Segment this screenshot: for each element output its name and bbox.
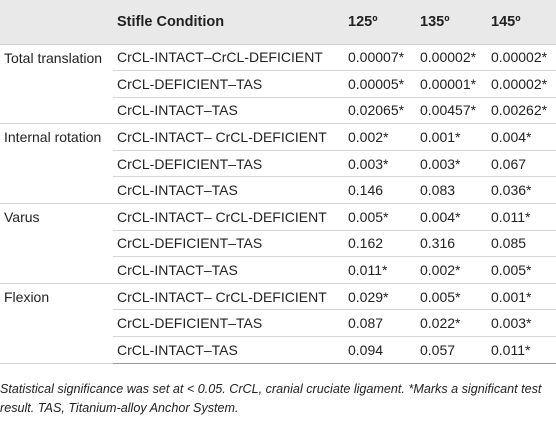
table-row: CrCL-INTACT–TAS 0.02065* 0.00457* 0.0026…	[0, 97, 556, 125]
table-header-row: Stifle Condition 125º 135º 145º	[0, 0, 556, 45]
row-parameter	[0, 336, 113, 364]
row-value-125: 0.003*	[344, 150, 416, 178]
row-value-135: 0.057	[416, 336, 487, 364]
row-value-125: 0.146	[344, 176, 416, 205]
row-condition: CrCL-INTACT–TAS	[113, 97, 344, 125]
row-condition: CrCL-DEFICIENT–TAS	[113, 70, 344, 98]
row-value-145: 0.067	[487, 150, 556, 178]
row-value-125: 0.002*	[344, 123, 416, 151]
row-value-135: 0.004*	[416, 203, 487, 231]
row-value-125: 0.00005*	[344, 70, 416, 98]
row-value-145: 0.00002*	[487, 44, 556, 72]
header-125: 125º	[344, 0, 416, 45]
row-value-135: 0.316	[416, 230, 487, 258]
table-row: CrCL-INTACT–TAS 0.146 0.083 0.036*	[0, 176, 556, 205]
row-parameter: Internal rotation	[4, 129, 102, 146]
row-value-135: 0.00001*	[416, 70, 487, 98]
statistics-table: Stifle Condition 125º 135º 145º Total tr…	[0, 0, 556, 364]
row-parameter	[0, 150, 113, 177]
row-condition: CrCL-INTACT–TAS	[113, 336, 344, 364]
row-value-145: 0.011*	[487, 203, 556, 231]
row-condition: CrCL-DEFICIENT–TAS	[113, 150, 344, 178]
row-value-145: 0.00262*	[487, 97, 556, 125]
row-condition: CrCL-INTACT–TAS	[113, 256, 344, 284]
row-parameter	[0, 230, 113, 257]
row-condition: CrCL-INTACT–CrCL-DEFICIENT	[113, 44, 344, 72]
row-value-145: 0.011*	[487, 336, 556, 364]
header-145: 145º	[487, 0, 556, 45]
header-parameter	[0, 0, 113, 45]
row-value-125: 0.02065*	[344, 97, 416, 125]
header-stifle-condition: Stifle Condition	[113, 0, 344, 45]
row-parameter	[0, 71, 113, 98]
table-row: CrCL-DEFICIENT–TAS 0.162 0.316 0.085	[0, 230, 556, 258]
row-value-135: 0.002*	[416, 256, 487, 284]
row-value-135: 0.022*	[416, 309, 487, 338]
row-value-135: 0.00002*	[416, 44, 487, 72]
row-value-125: 0.005*	[344, 203, 416, 231]
table-row: Flexion CrCL-INTACT– CrCL-DEFICIENT 0.02…	[0, 283, 556, 311]
row-parameter: Total translation	[4, 49, 103, 66]
table-row: CrCL-INTACT–TAS 0.094 0.057 0.011*	[0, 336, 556, 364]
row-value-135: 0.00457*	[416, 97, 487, 125]
row-value-145: 0.00002*	[487, 70, 556, 98]
row-condition: CrCL-DEFICIENT–TAS	[113, 309, 344, 338]
row-parameter	[0, 310, 113, 337]
row-parameter	[0, 97, 113, 125]
row-value-145: 0.004*	[487, 123, 556, 151]
row-value-145: 0.085	[487, 230, 556, 258]
row-condition: CrCL-INTACT– CrCL-DEFICIENT	[113, 283, 344, 311]
table-footnote: Statistical significance was set at < 0.…	[0, 382, 542, 415]
row-value-125: 0.029*	[344, 283, 416, 311]
row-value-145: 0.001*	[487, 283, 556, 311]
table-row: CrCL-INTACT–TAS 0.011* 0.002* 0.005*	[0, 256, 556, 284]
table-row: Internal rotation CrCL-INTACT– CrCL-DEFI…	[0, 123, 556, 151]
table-row: CrCL-DEFICIENT–TAS 0.003* 0.003* 0.067	[0, 150, 556, 178]
row-value-125: 0.162	[344, 230, 416, 258]
table-row: Total translation CrCL-INTACT–CrCL-DEFIC…	[0, 44, 556, 72]
row-condition: CrCL-INTACT– CrCL-DEFICIENT	[113, 203, 344, 231]
row-condition: CrCL-INTACT–TAS	[113, 176, 344, 205]
row-parameter: Flexion	[4, 288, 50, 305]
row-value-125: 0.011*	[344, 256, 416, 284]
row-value-135: 0.003*	[416, 150, 487, 178]
row-parameter: Varus	[4, 209, 40, 226]
row-value-145: 0.003*	[487, 309, 556, 338]
row-value-135: 0.083	[416, 176, 487, 205]
table-row: Varus CrCL-INTACT– CrCL-DEFICIENT 0.005*…	[0, 203, 556, 231]
table-row: CrCL-DEFICIENT–TAS 0.087 0.022* 0.003*	[0, 309, 556, 338]
row-value-125: 0.094	[344, 336, 416, 364]
row-value-135: 0.005*	[416, 283, 487, 311]
row-parameter	[0, 256, 113, 284]
row-value-135: 0.001*	[416, 123, 487, 151]
row-condition: CrCL-DEFICIENT–TAS	[113, 230, 344, 258]
row-value-125: 0.00007*	[344, 44, 416, 72]
row-value-145: 0.036*	[487, 176, 556, 205]
row-value-145: 0.005*	[487, 256, 556, 284]
row-value-125: 0.087	[344, 309, 416, 338]
header-135: 135º	[416, 0, 487, 45]
row-condition: CrCL-INTACT– CrCL-DEFICIENT	[113, 123, 344, 151]
row-parameter	[0, 176, 113, 205]
table-row: CrCL-DEFICIENT–TAS 0.00005* 0.00001* 0.0…	[0, 70, 556, 98]
